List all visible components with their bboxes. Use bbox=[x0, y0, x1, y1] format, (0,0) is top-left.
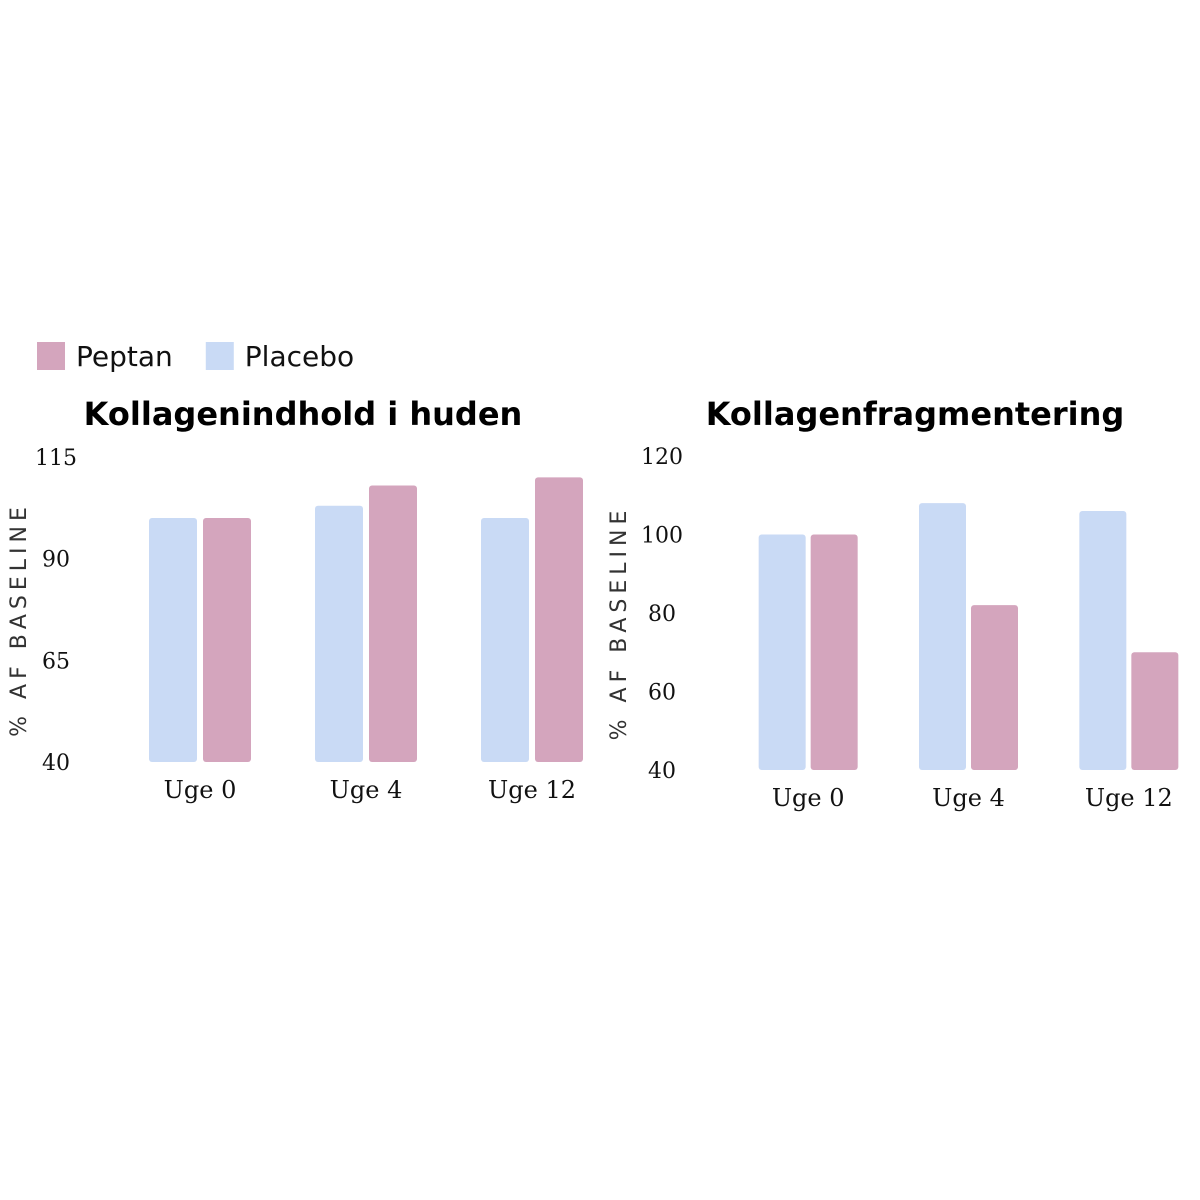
y-tick-label: 40 bbox=[42, 751, 70, 776]
y-tick-label: 65 bbox=[42, 649, 70, 674]
x-tick-label: Uge 12 bbox=[488, 776, 576, 804]
legend-swatch bbox=[37, 342, 65, 370]
legend-label: Peptan bbox=[76, 340, 173, 373]
bar: Peptan bbox=[810, 534, 858, 770]
chart-title: Kollagenindhold i huden bbox=[84, 395, 523, 433]
y-tick-label: 90 bbox=[42, 548, 70, 573]
x-tick-label: Uge 4 bbox=[932, 784, 1005, 812]
bar: Placebo bbox=[1079, 510, 1127, 770]
bar: Peptan bbox=[1131, 652, 1179, 770]
bar: Placebo bbox=[315, 505, 363, 762]
y-axis-label: % AF BASELINE bbox=[7, 502, 32, 737]
legend-swatch bbox=[205, 342, 234, 370]
bar: Peptan bbox=[535, 477, 583, 762]
y-tick-label: 80 bbox=[648, 602, 676, 627]
legend-label: Placebo bbox=[245, 340, 354, 373]
y-tick-label: 120 bbox=[641, 445, 683, 470]
bar: Placebo bbox=[758, 534, 806, 770]
bar: Placebo bbox=[481, 518, 529, 762]
y-tick-label: 100 bbox=[641, 524, 683, 549]
bar: Peptan bbox=[369, 485, 417, 762]
x-tick-label: Uge 4 bbox=[330, 776, 403, 804]
y-tick-label: 40 bbox=[648, 759, 676, 784]
x-tick-label: Uge 12 bbox=[1085, 784, 1173, 812]
y-tick-label: 115 bbox=[35, 446, 77, 471]
bar: Peptan bbox=[203, 518, 251, 762]
y-tick-label: 60 bbox=[648, 681, 676, 706]
bar: Placebo bbox=[149, 518, 197, 762]
bar: Placebo bbox=[919, 503, 966, 770]
bar: Peptan bbox=[971, 605, 1018, 770]
x-tick-label: Uge 0 bbox=[772, 784, 845, 812]
chart-title: Kollagenfragmentering bbox=[706, 395, 1125, 433]
y-axis-label: % AF BASELINE bbox=[607, 506, 632, 741]
x-tick-label: Uge 0 bbox=[164, 776, 237, 804]
